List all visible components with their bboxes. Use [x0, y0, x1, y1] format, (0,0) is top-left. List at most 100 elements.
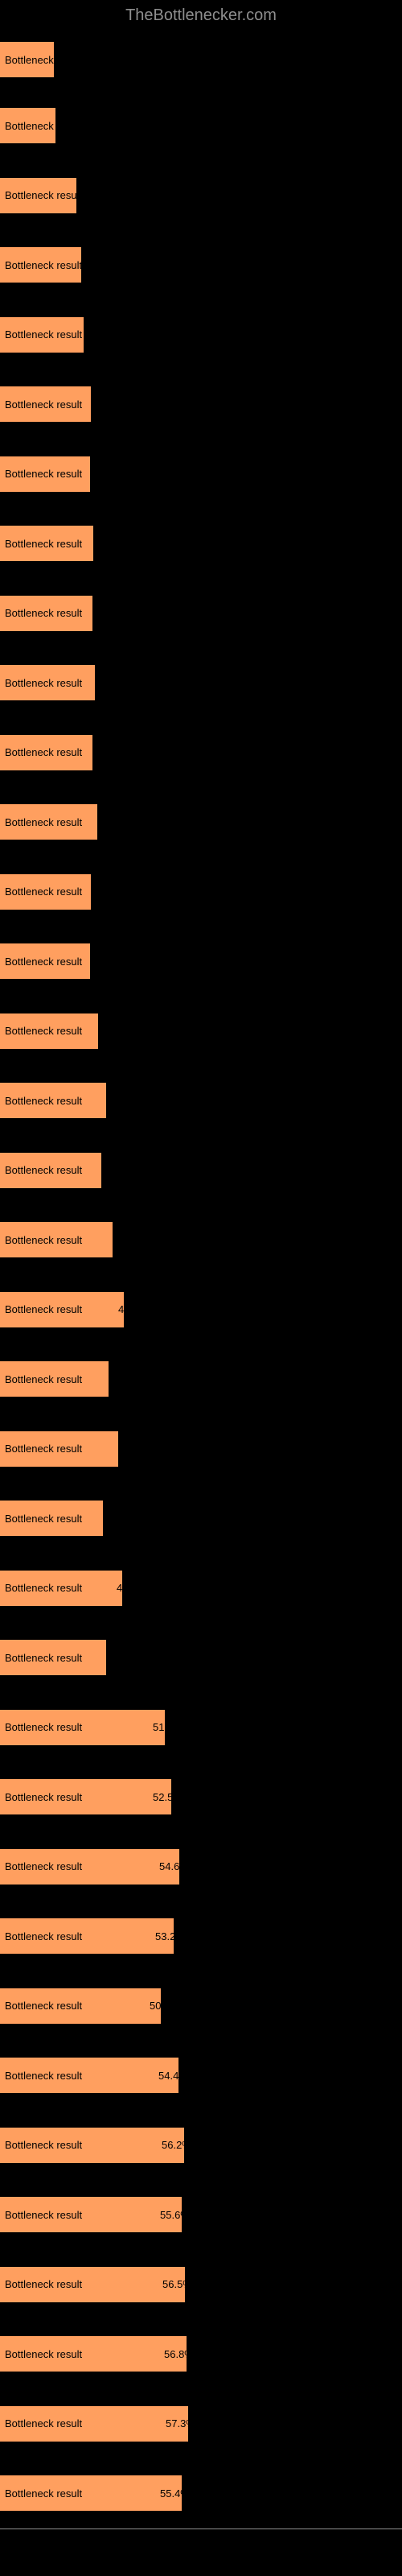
- bar-row: Bottleneck result: [0, 787, 402, 857]
- bar-label: Bottleneck result: [5, 468, 82, 480]
- bar-label: Bottleneck result: [5, 2487, 82, 2500]
- bar-row: Bottleneck result51.: [0, 1693, 402, 1763]
- bar-row: Bottleneck result55.4%: [0, 2458, 402, 2529]
- bar-label: Bottleneck result: [5, 1582, 82, 1594]
- bar: Bottleneck result56.5%: [0, 2267, 185, 2302]
- bar-label: Bottleneck result: [5, 538, 82, 550]
- bar-label: Bottleneck result: [5, 956, 82, 968]
- bar: Bottleneck result 4: [0, 1571, 122, 1606]
- bar-row: Bottleneck result: [0, 369, 402, 440]
- bar: Bottleneck result: [0, 178, 76, 213]
- bar: Bottleneck result56.2%: [0, 2128, 184, 2163]
- page-header: TheBottlenecker.com: [0, 0, 402, 28]
- bar: Bottleneck result55.4%: [0, 2475, 182, 2511]
- bar-label: Bottleneck result: [5, 1095, 82, 1107]
- bar-value: 51.: [153, 1721, 167, 1733]
- bar: Bottleneck result 50: [0, 1988, 161, 2024]
- bar-value: 54.6: [159, 1860, 179, 1872]
- bar-row: Bottleneck result: [0, 927, 402, 997]
- bar-row: Bottleneck result: [0, 857, 402, 927]
- bar-label: Bottleneck result: [5, 2209, 82, 2221]
- bar-label: Bottleneck result: [5, 1791, 82, 1803]
- bar-label: Bottleneck result: [5, 746, 82, 758]
- bar-row: Bottleneck result52.5: [0, 1762, 402, 1832]
- bar-row: Bottleneck result 54.4: [0, 2041, 402, 2111]
- bar: Bottleneck result: [0, 247, 81, 283]
- bar-label: Bottleneck result: [5, 607, 82, 619]
- bar-label: Bottleneck result: [5, 2000, 82, 2012]
- bar-label: Bottleneck result: [5, 1513, 82, 1525]
- bar-label: Bottleneck result: [5, 2348, 82, 2360]
- bar-label: Bottleneck result: [5, 398, 82, 411]
- bar-label: Bottleneck result: [5, 328, 82, 341]
- bar-row: Bottleneck result: [0, 648, 402, 718]
- bar-value: 4: [118, 1303, 124, 1315]
- bar-row: Bottleneck result: [0, 161, 402, 231]
- bar: Bottleneck result: [0, 317, 84, 353]
- bar-value: 55.6%: [160, 2209, 190, 2221]
- bar: Bottleneck result52.5: [0, 1779, 171, 1814]
- bar-row: Bottleneck result56.2%: [0, 2111, 402, 2181]
- bar-label: Bottleneck result: [5, 886, 82, 898]
- bar-value: 56.8%: [164, 2348, 194, 2360]
- bar-row: Bottleneck result 56.8%: [0, 2319, 402, 2389]
- bar-label: Bottleneck result: [5, 677, 82, 689]
- bar-row: Bottleneck result56.5%: [0, 2250, 402, 2320]
- bottleneck-bar-chart: Bottleneck resultBottleneck resultBottle…: [0, 28, 402, 2529]
- bar-value: 4: [117, 1582, 122, 1594]
- header-title: TheBottlenecker.com: [125, 6, 277, 24]
- bar-row: Bottleneck result 4: [0, 1554, 402, 1624]
- bar: Bottleneck result: [0, 1153, 101, 1188]
- bar-value: 54.4: [158, 2070, 178, 2082]
- bar-row: Bottleneck result53.2: [0, 1901, 402, 1971]
- bar: Bottleneck result57.3%: [0, 2406, 188, 2442]
- bar-row: Bottleneck result 55.6%: [0, 2180, 402, 2250]
- bar-label: Bottleneck result: [5, 120, 82, 132]
- bar-row: Bottleneck result: [0, 1623, 402, 1693]
- bar-row: Bottleneck result4: [0, 1275, 402, 1345]
- bar: Bottleneck result: [0, 42, 54, 77]
- bar-row: Bottleneck result: [0, 1136, 402, 1206]
- bar: Bottleneck result: [0, 1501, 103, 1536]
- bar: Bottleneck result: [0, 804, 97, 840]
- bar: Bottleneck result56.8%: [0, 2336, 187, 2372]
- bar: Bottleneck result51.: [0, 1710, 165, 1745]
- bar-label: Bottleneck result: [5, 2278, 82, 2290]
- bar-label: Bottleneck result: [5, 259, 82, 271]
- bar-row: Bottleneck result: [0, 718, 402, 788]
- bar-row: Bottleneck result54.6: [0, 1832, 402, 1902]
- bar-label: Bottleneck result: [5, 1025, 82, 1037]
- bar-label: Bottleneck result: [5, 1652, 82, 1664]
- bar: Bottleneck result: [0, 1222, 113, 1257]
- bar: Bottleneck result: [0, 735, 92, 770]
- bar-row: Bottleneck result: [0, 1205, 402, 1275]
- bar: Bottleneck result: [0, 1361, 109, 1397]
- bar-row: Bottleneck result: [0, 1484, 402, 1554]
- bar: Bottleneck result: [0, 456, 90, 492]
- bar: Bottleneck result55.6%: [0, 2197, 182, 2232]
- bar: Bottleneck result: [0, 1640, 106, 1675]
- bar-label: Bottleneck result: [5, 1930, 82, 1942]
- bar-row: Bottleneck result: [0, 1414, 402, 1484]
- bar-row: Bottleneck result 50: [0, 1971, 402, 2041]
- bar: Bottleneck result: [0, 526, 93, 561]
- bar-value: 50: [150, 2000, 161, 2012]
- bar: Bottleneck result: [0, 386, 91, 422]
- bar-label: Bottleneck result: [5, 1373, 82, 1385]
- bar-label: Bottleneck result: [5, 2139, 82, 2151]
- bar-row: Bottleneck result: [0, 230, 402, 300]
- bar-row: Bottleneck result57.3%: [0, 2389, 402, 2459]
- bar-row: Bottleneck result: [0, 28, 402, 91]
- bar: Bottleneck result: [0, 665, 95, 700]
- bar-label: Bottleneck result: [5, 2070, 82, 2082]
- bar-row: Bottleneck result: [0, 1344, 402, 1414]
- bar: Bottleneck result: [0, 943, 90, 979]
- bar: Bottleneck result: [0, 108, 55, 143]
- bar-row: Bottleneck result: [0, 997, 402, 1067]
- bar: Bottleneck result: [0, 1431, 118, 1467]
- bar-value: 57.3%: [166, 2417, 195, 2429]
- bar: Bottleneck result: [0, 1083, 106, 1118]
- bar-label: Bottleneck result: [5, 1164, 82, 1176]
- bar-row: Bottleneck result: [0, 440, 402, 510]
- bar: Bottleneck result54.6: [0, 1849, 179, 1885]
